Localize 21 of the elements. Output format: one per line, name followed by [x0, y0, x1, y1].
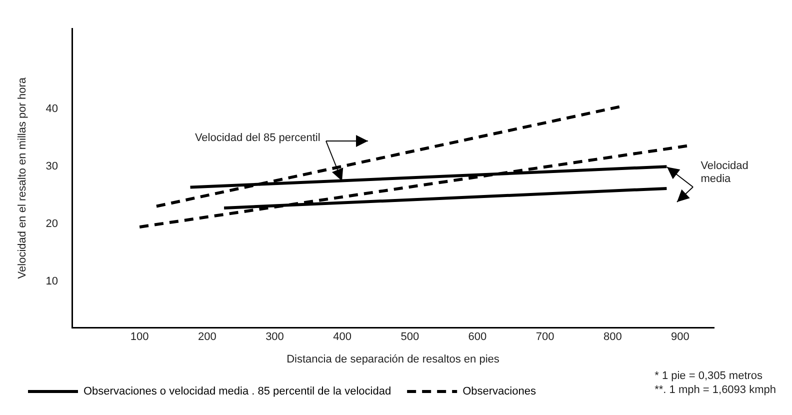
y-tick-label: 10 — [46, 276, 58, 288]
legend-label: Observaciones o velocidad media . 85 percentil de la velocidad — [84, 386, 392, 398]
x-tick-label: 800 — [603, 331, 622, 344]
y-tick-label: 20 — [46, 218, 58, 230]
annotation: Velocidad del 85 percentil — [194, 132, 320, 145]
legend-label: Observaciones — [462, 386, 536, 398]
x-tick-label: 900 — [671, 331, 690, 344]
x-tick-label: 100 — [130, 331, 149, 344]
x-tick-label: 700 — [536, 331, 554, 344]
annotation: Velocidad media — [700, 160, 748, 186]
text: * 1 pie = 0,305 metros — [654, 369, 764, 383]
y-tick-label: 30 — [46, 160, 58, 173]
x-tick-label: 400 — [333, 331, 352, 344]
x-axis-title: Distancia de separación de resaltos en pies — [286, 353, 500, 366]
x-tick-label: 600 — [468, 331, 487, 344]
x-tick-label: 200 — [198, 331, 216, 344]
y-tick-label: 40 — [46, 103, 58, 116]
y-axis-title: Velocidad en el resalto en millas por hora — [16, 76, 29, 279]
text: **. 1 mph = 1,6093 kmph — [654, 383, 776, 397]
x-tick-label: 300 — [266, 331, 284, 344]
x-tick-label: 500 — [400, 331, 420, 344]
